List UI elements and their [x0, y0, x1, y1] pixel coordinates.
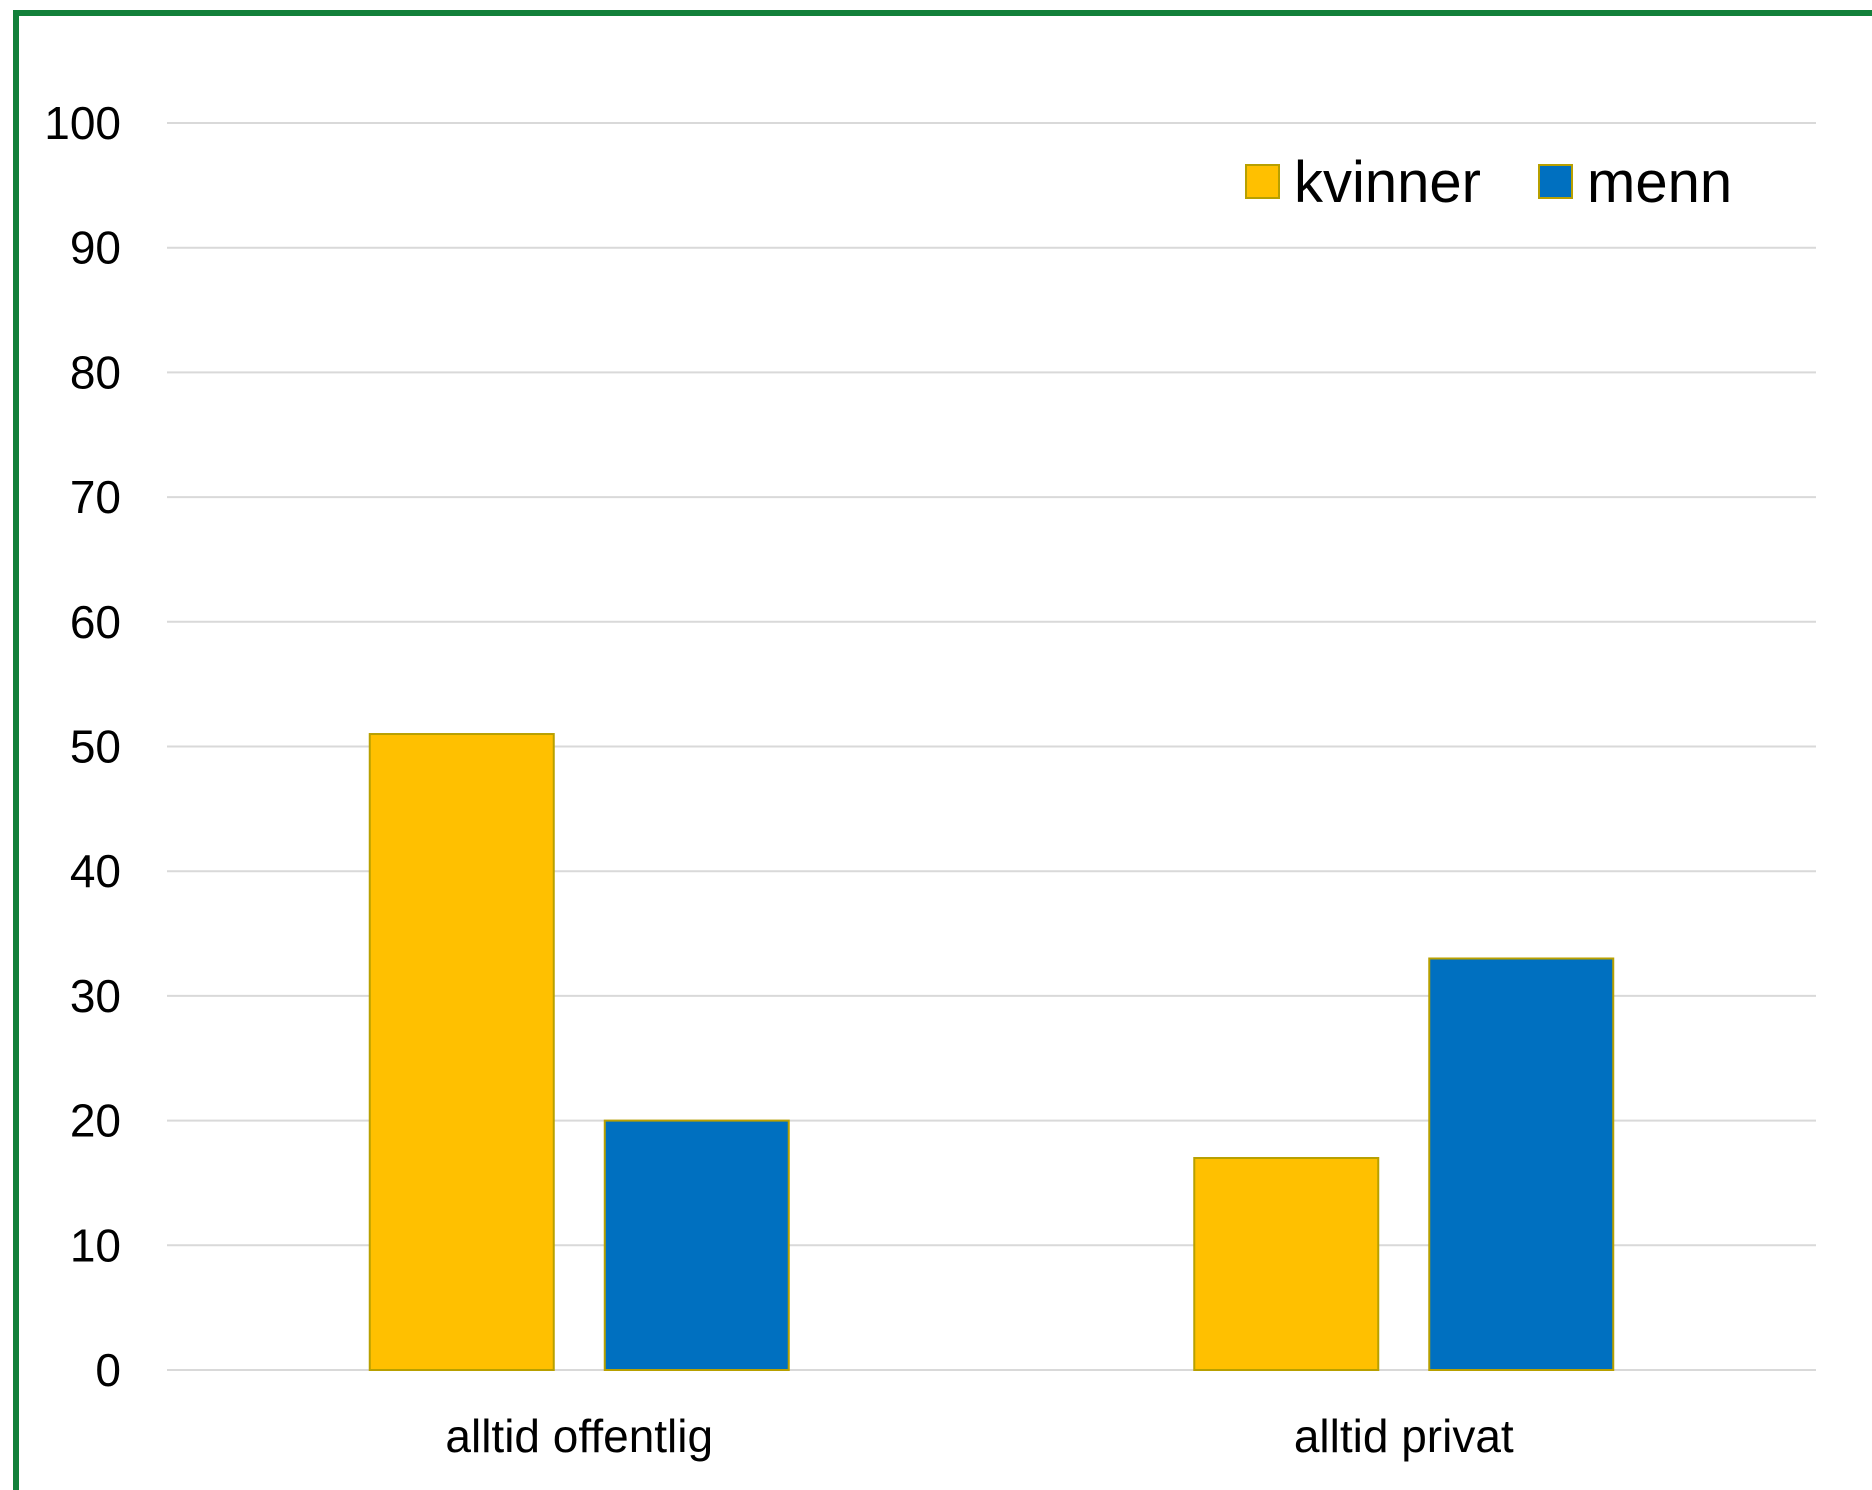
y-tick-label: 80: [70, 346, 121, 398]
legend-label-kvinner: kvinner: [1294, 150, 1481, 215]
legend: kvinner menn: [1245, 150, 1732, 215]
y-tick-label: 0: [95, 1344, 121, 1396]
y-tick-label: 10: [70, 1219, 121, 1271]
legend-label-menn: menn: [1587, 150, 1732, 215]
bar-kvinner-2: [1193, 1157, 1380, 1372]
bar-kvinner-1: [368, 733, 555, 1371]
y-tick-label: 50: [70, 721, 121, 773]
bars: [368, 733, 1615, 1372]
y-tick-label: 90: [70, 222, 121, 274]
y-tick-label: 60: [70, 596, 121, 648]
legend-swatch-kvinner: [1245, 164, 1280, 199]
x-category-label: alltid privat: [1294, 1410, 1514, 1462]
bar-menn-1: [603, 1119, 790, 1371]
y-axis-ticks: 0 10 20 30 40 50 60 70 80 90 100: [44, 97, 121, 1396]
y-tick-label: 30: [70, 970, 121, 1022]
x-axis-categories: alltid offentlig alltid privat: [445, 1410, 1513, 1462]
legend-swatch-menn: [1538, 164, 1573, 199]
y-tick-label: 100: [44, 97, 121, 149]
bar-menn-2: [1428, 957, 1615, 1371]
chart-frame: [13, 10, 1872, 1490]
y-tick-label: 70: [70, 471, 121, 523]
y-tick-label: 20: [70, 1095, 121, 1147]
y-tick-label: 40: [70, 845, 121, 897]
x-category-label: alltid offentlig: [445, 1410, 713, 1462]
